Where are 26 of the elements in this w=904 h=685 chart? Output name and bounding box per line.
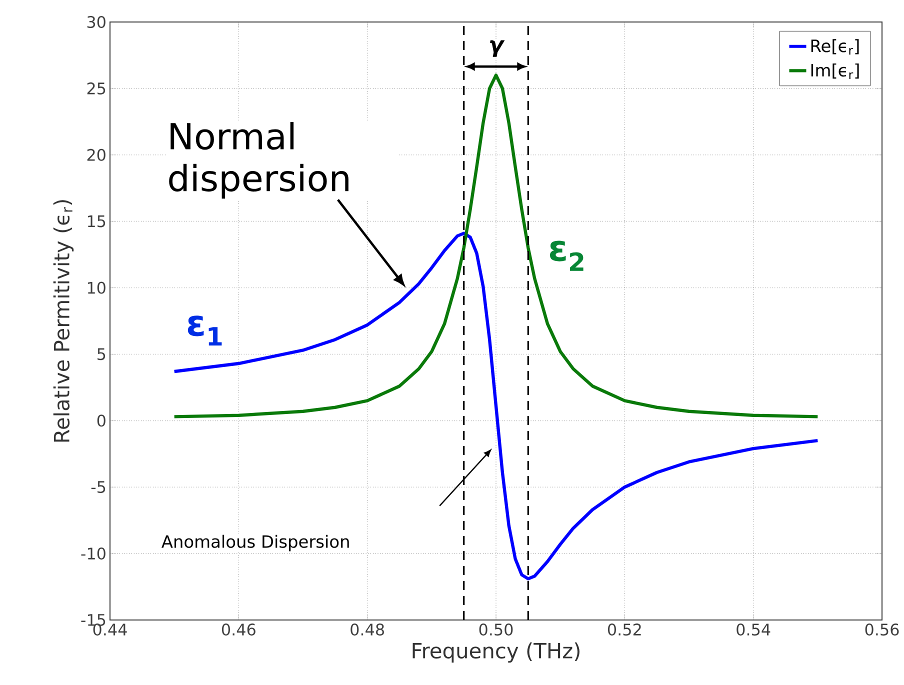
legend-label: Re[ϵ$_{r}$]	[811, 39, 859, 55]
y-tick-label: 5	[98, 348, 106, 360]
y-tick-label: -15	[81, 614, 106, 626]
y-tick-label: 0	[97, 414, 106, 427]
x-tick-label: 0.46	[222, 624, 256, 636]
annotation: γ	[490, 40, 505, 57]
legend-label: Im[ϵ$_{r}$]	[811, 64, 859, 79]
x-tick-label: 0.54	[736, 624, 770, 636]
y-tick-label: -5	[91, 481, 106, 494]
y-tick-label: 30	[87, 16, 106, 28]
y-tick-label: 15	[88, 215, 106, 228]
y-axis-title: Relative Permitivity (ϵ$_{r}$)	[53, 200, 74, 442]
x-tick-label: 0.56	[865, 624, 899, 636]
x-tick-label: 0.44	[93, 624, 127, 636]
x-tick-label: 0.50	[479, 624, 513, 636]
y-tick-label: 20	[87, 148, 106, 161]
annotation: Normal dispersion	[169, 122, 348, 199]
y-tick-label: 25	[87, 82, 106, 94]
annotation: ε$_{2}$	[550, 240, 584, 271]
x-tick-label: 0.48	[350, 624, 384, 636]
y-tick-label: -10	[81, 548, 106, 560]
annotation: Anomalous Dispersion	[162, 534, 349, 552]
annotation: ε$_{1}$	[188, 316, 222, 346]
x-tick-label: 0.52	[608, 624, 641, 636]
y-tick-label: 10	[88, 282, 106, 294]
x-axis-title: Frequency (THz)	[412, 642, 580, 663]
